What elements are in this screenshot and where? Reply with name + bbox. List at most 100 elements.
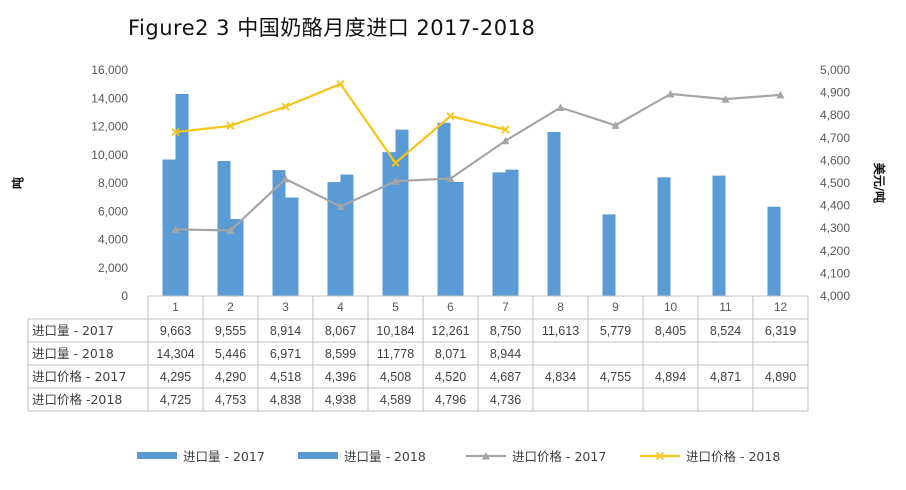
- line-point: [171, 225, 180, 233]
- x-tick-label: 1: [172, 300, 179, 314]
- data-label: 8,914: [270, 324, 301, 338]
- data-label: 9,555: [215, 324, 246, 338]
- line-point: [226, 121, 235, 130]
- data-label: 4,871: [710, 370, 741, 384]
- data-label: 8,524: [710, 324, 741, 338]
- bar: [437, 122, 451, 296]
- legend-label: 进口价格 - 2018: [686, 449, 780, 464]
- data-label: 5,446: [215, 347, 246, 361]
- bar: [395, 129, 409, 296]
- y-tick-label: 2,000: [98, 261, 128, 275]
- y2-tick-label: 4,000: [820, 289, 850, 303]
- data-label: 11,613: [542, 324, 579, 338]
- legend-swatch: [298, 452, 338, 459]
- data-label: 4,796: [435, 393, 466, 407]
- legend-label: 进口量 - 2017: [183, 449, 265, 464]
- y-tick-label: 16,000: [91, 63, 128, 77]
- bar: [327, 182, 341, 296]
- x-tick-label: 8: [557, 300, 564, 314]
- data-label: 8,750: [490, 324, 521, 338]
- data-label: 6,319: [765, 324, 796, 338]
- y2-tick-label: 4,500: [820, 176, 850, 190]
- table-row-label: 进口价格 -2018: [32, 392, 122, 407]
- x-tick-label: 6: [447, 300, 454, 314]
- data-label: 4,396: [325, 370, 356, 384]
- chart-title: Figure2 3 中国奶酪月度进口 2017-2018: [128, 16, 536, 40]
- data-label: 6,971: [270, 347, 301, 361]
- x-tick-label: 4: [337, 300, 344, 314]
- bar: [505, 169, 519, 296]
- line-point: [556, 103, 565, 112]
- data-label: 4,589: [380, 393, 411, 407]
- data-label: 4,838: [270, 393, 301, 407]
- line-point: [446, 174, 455, 182]
- line-point: [336, 79, 345, 89]
- x-tick-label: 5: [392, 300, 399, 314]
- y-tick-label: 6,000: [98, 204, 128, 218]
- bar: [450, 181, 464, 296]
- line-point: [391, 158, 400, 168]
- y2-tick-label: 4,300: [820, 221, 850, 235]
- y-tick-label: 4,000: [98, 233, 128, 247]
- table-row-label: 进口量 - 2017: [32, 323, 114, 338]
- y2-tick-label: 4,900: [820, 86, 850, 100]
- data-label: 4,508: [380, 370, 411, 384]
- bar: [272, 170, 286, 296]
- data-label: 8,944: [490, 347, 521, 361]
- line-point: [501, 125, 510, 134]
- y-tick-label: 14,000: [91, 91, 128, 105]
- legend-label: 进口量 - 2018: [344, 449, 426, 464]
- data-label: 8,071: [435, 347, 466, 361]
- line-point: [336, 202, 345, 211]
- data-label: 4,834: [545, 370, 576, 384]
- data-label: 4,736: [490, 393, 521, 407]
- table-row-label: 进口价格 - 2017: [32, 369, 126, 384]
- legend-marker: [655, 451, 665, 461]
- bar: [382, 152, 396, 296]
- data-label: 9,663: [160, 324, 191, 338]
- data-label: 10,184: [376, 324, 414, 338]
- x-tick-label: 11: [719, 300, 732, 314]
- series-line: [175, 92, 781, 232]
- data-label: 4,518: [270, 370, 301, 384]
- y2-tick-label: 4,800: [820, 108, 850, 122]
- bar: [712, 175, 726, 296]
- line-point: [281, 102, 290, 111]
- data-label: 4,753: [215, 393, 246, 407]
- data-label: 11,778: [377, 347, 414, 361]
- x-tick-label: 7: [502, 300, 509, 314]
- bar: [767, 206, 781, 296]
- bar: [657, 177, 671, 296]
- data-label: 5,779: [600, 324, 631, 338]
- y2-tick-label: 4,700: [820, 131, 850, 145]
- x-tick-label: 10: [664, 300, 678, 314]
- bar: [285, 197, 299, 296]
- data-label: 4,890: [765, 370, 796, 384]
- bar: [547, 131, 561, 296]
- line-point: [226, 226, 235, 234]
- bar: [162, 159, 176, 296]
- y2-tick-label: 5,000: [820, 63, 850, 77]
- bar: [230, 219, 244, 296]
- data-label: 4,295: [160, 370, 191, 384]
- data-label: 4,520: [435, 370, 466, 384]
- data-label: 14,304: [156, 347, 194, 361]
- data-label: 12,261: [431, 324, 469, 338]
- data-label: 8,067: [325, 324, 356, 338]
- y2-tick-label: 4,200: [820, 244, 850, 258]
- y-tick-label: 0: [121, 289, 128, 303]
- data-label: 4,290: [215, 370, 246, 384]
- line-point: [776, 90, 785, 99]
- line-point: [446, 111, 455, 121]
- data-label: 4,938: [325, 393, 356, 407]
- data-label: 8,405: [655, 324, 686, 338]
- bar: [217, 161, 231, 296]
- line-point: [501, 136, 510, 145]
- data-label: 4,687: [490, 370, 521, 384]
- series-line: [175, 82, 506, 165]
- data-label: 4,894: [655, 370, 686, 384]
- y-axis-label: 吨: [10, 177, 25, 189]
- bar: [175, 93, 189, 297]
- bar: [340, 174, 354, 296]
